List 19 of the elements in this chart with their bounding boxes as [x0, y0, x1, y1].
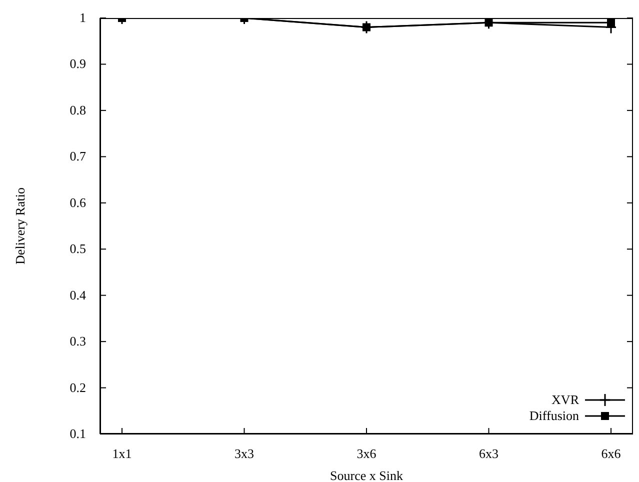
y-tick-label: 0.1	[70, 426, 86, 441]
y-tick-label: 0.7	[70, 148, 86, 164]
y-tick-label: 1	[80, 10, 86, 25]
x-tick-label: 3x3	[234, 446, 254, 461]
x-tick-label: 1x1	[112, 446, 132, 461]
y-tick-label: 0.9	[70, 56, 86, 72]
y-tick-label: 0.5	[70, 241, 86, 256]
x-axis-title: Source x Sink	[330, 468, 404, 482]
y-tick-label: 0.3	[70, 334, 86, 349]
y-tick-label: 0.6	[70, 194, 86, 210]
x-tick-label: 6x3	[479, 446, 498, 461]
y-tick-label: 0.2	[70, 380, 86, 395]
y-tick-label: 0.8	[70, 102, 86, 118]
legend-label: XVR	[552, 392, 579, 408]
x-tick-label: 3x6	[356, 446, 377, 461]
y-axis-title: Delivery Ratio	[12, 188, 28, 264]
legend-label: Diffusion	[529, 408, 579, 424]
x-tick-label: 6x6	[601, 446, 622, 461]
y-tick-label: 0.4	[70, 287, 86, 302]
